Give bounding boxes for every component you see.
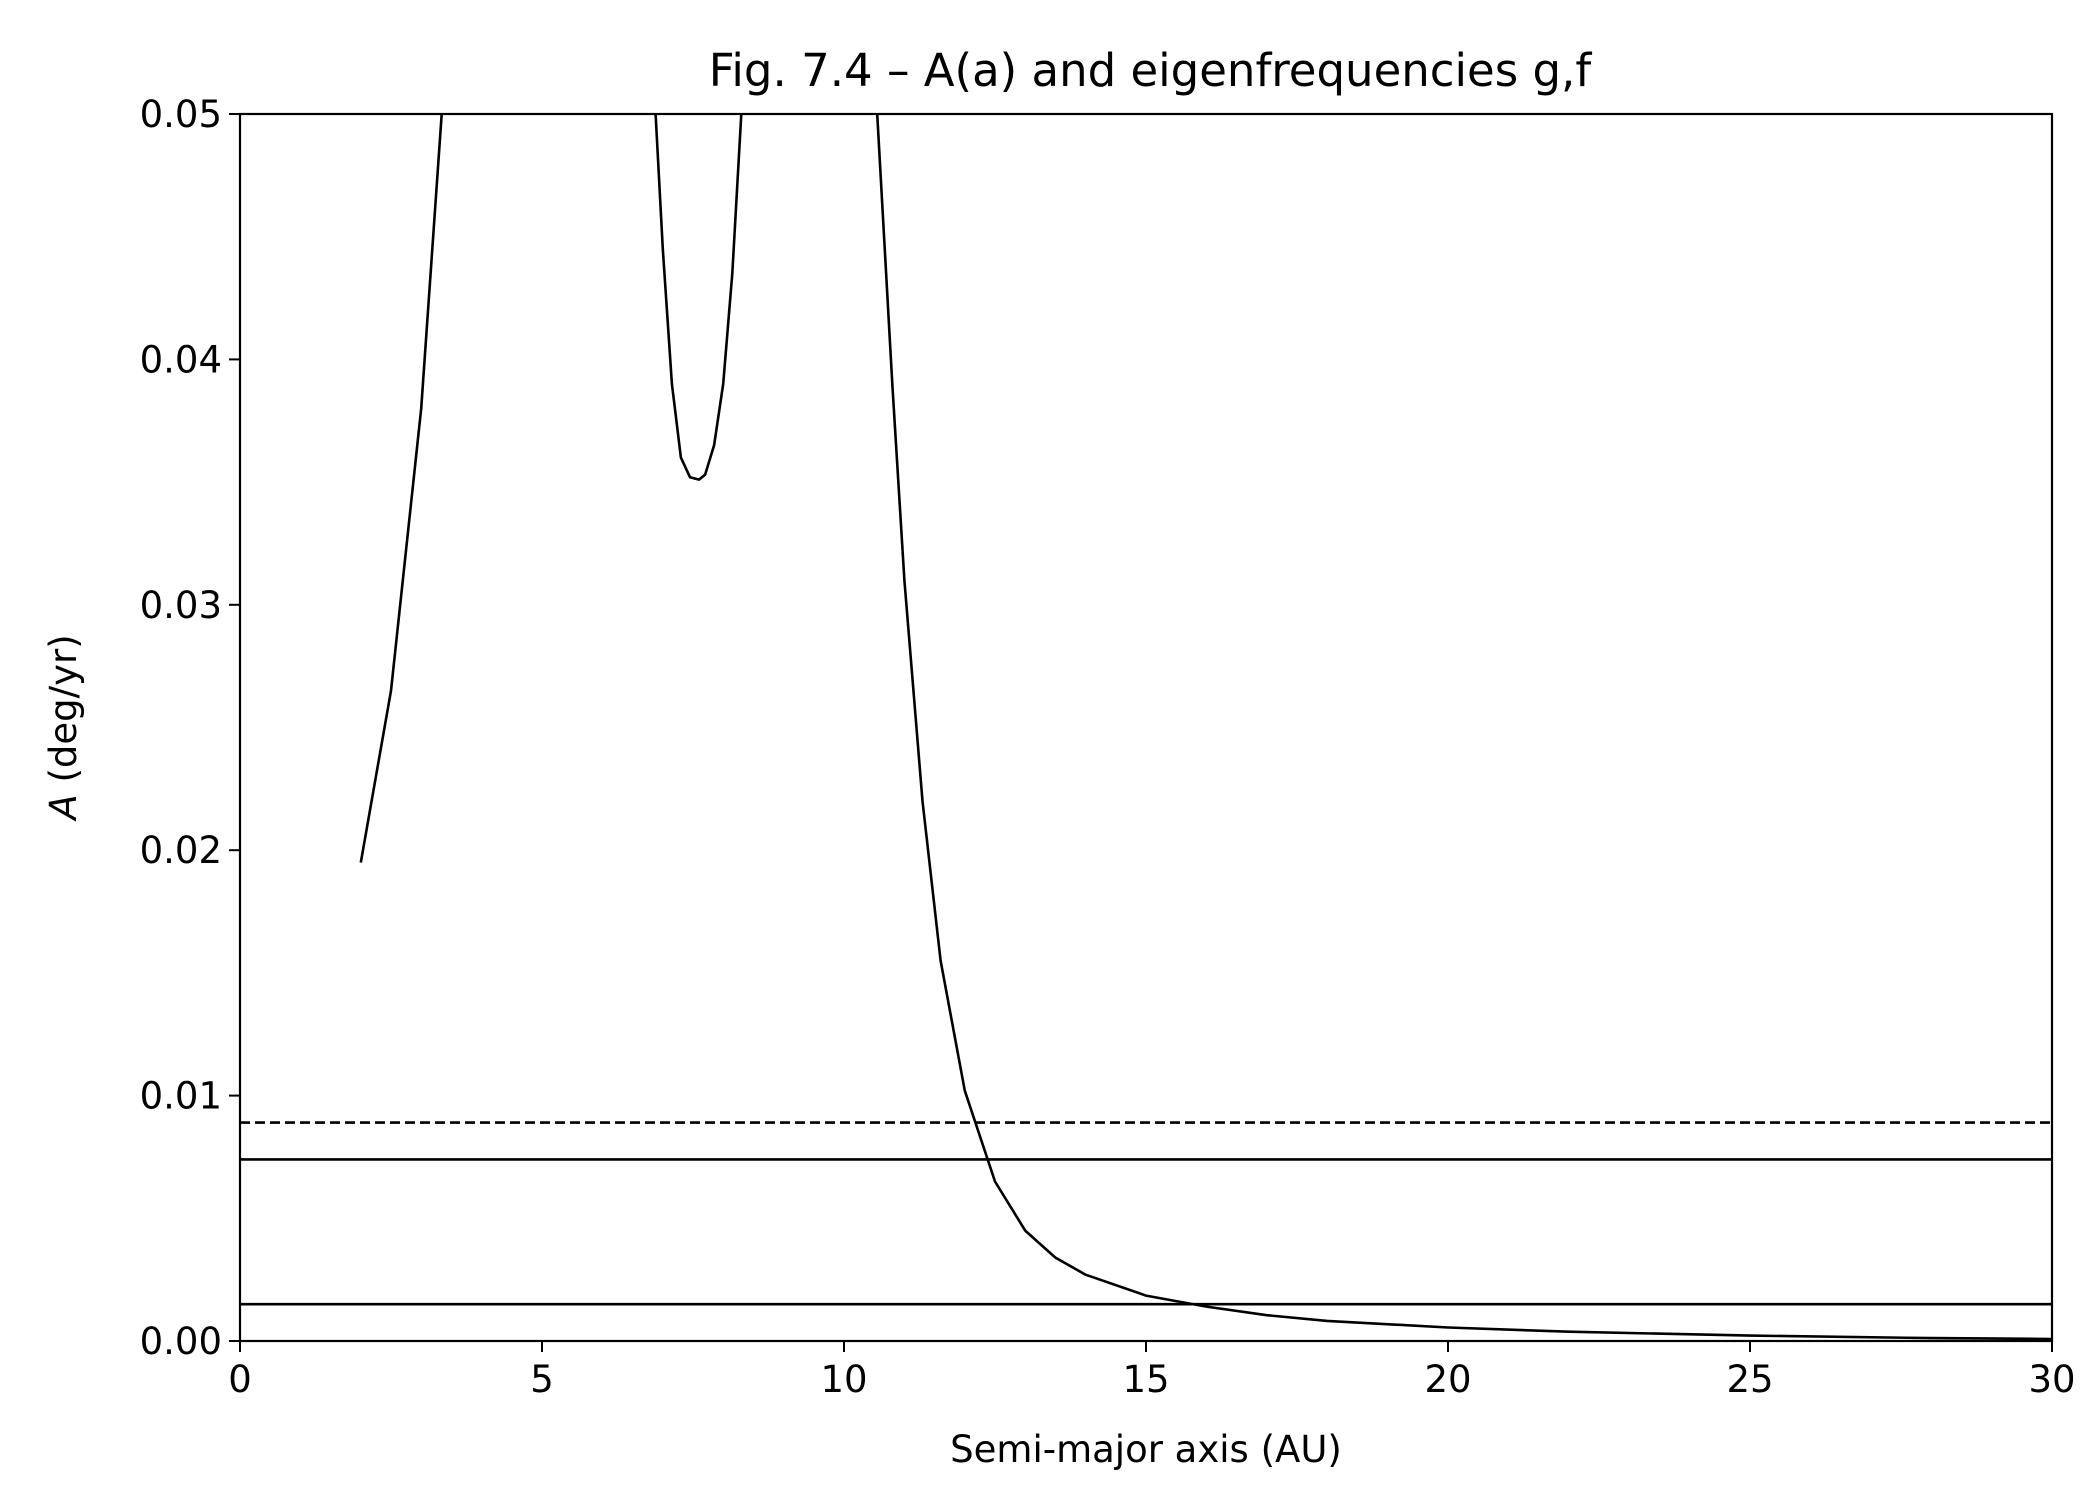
- y-tick-label: 0.05: [140, 93, 222, 136]
- x-tick-label: 5: [530, 1358, 554, 1401]
- series-line-3: [875, 114, 2052, 1341]
- y-tick-label: 0.03: [140, 584, 222, 627]
- x-tick-label: 30: [2028, 1358, 2075, 1401]
- chart-title: Fig. 7.4 – A(a) and eigenfrequencies g,f: [709, 44, 1593, 97]
- y-tick-label: 0.02: [140, 829, 222, 872]
- y-axis-label-units: (deg/yr): [42, 634, 85, 794]
- y-tick-label: 0.01: [140, 1075, 222, 1118]
- series-layer: [240, 114, 2052, 1341]
- series-line-2: [654, 114, 743, 481]
- x-tick-label: 0: [228, 1358, 252, 1401]
- y-tick-label: 0.00: [140, 1320, 222, 1363]
- x-axis: 0 5 10 15 20 25 30: [228, 1341, 2076, 1401]
- y-axis: 0.00 0.01 0.02 0.03 0.04 0.05: [140, 93, 240, 1363]
- x-tick-label: 20: [1424, 1358, 1471, 1401]
- y-axis-label-symbol: A: [42, 794, 85, 821]
- x-tick-label: 10: [820, 1358, 867, 1401]
- x-tick-label: 15: [1122, 1358, 1169, 1401]
- series-line-1: [359, 114, 443, 863]
- x-axis-label: Semi-major axis (AU): [950, 1428, 1342, 1471]
- y-axis-label: A (deg/yr): [42, 634, 85, 821]
- y-tick-label: 0.04: [140, 338, 222, 381]
- x-tick-label: 25: [1726, 1358, 1773, 1401]
